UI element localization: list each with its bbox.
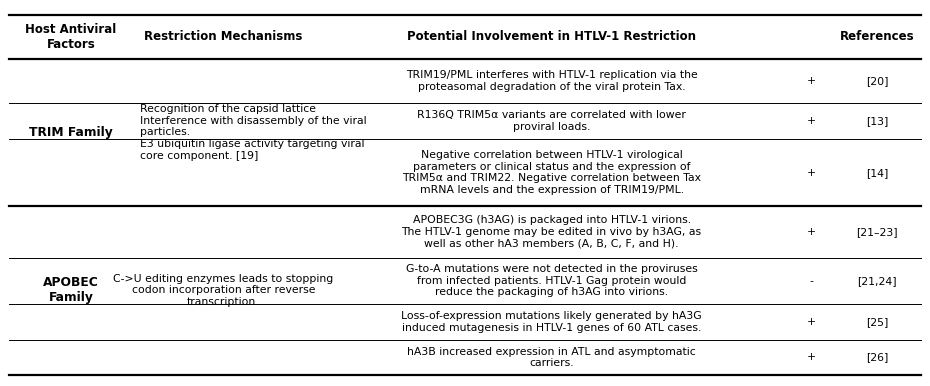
Text: TRIM19/PML interferes with HTLV-1 replication via the
proteasomal degradation of: TRIM19/PML interferes with HTLV-1 replic… xyxy=(405,70,698,91)
Text: +: + xyxy=(806,227,816,237)
Text: [21–23]: [21–23] xyxy=(857,227,898,237)
Text: +: + xyxy=(806,168,816,178)
Text: Negative correlation between HTLV-1 virological
parameters or clinical status an: Negative correlation between HTLV-1 viro… xyxy=(402,150,701,195)
Text: Loss-of-expression mutations likely generated by hA3G
induced mutagenesis in HTL: Loss-of-expression mutations likely gene… xyxy=(401,311,702,333)
Text: hA3B increased expression in ATL and asymptomatic
carriers.: hA3B increased expression in ATL and asy… xyxy=(407,347,696,368)
Text: R136Q TRIM5α variants are correlated with lower
proviral loads.: R136Q TRIM5α variants are correlated wit… xyxy=(418,110,686,132)
Text: References: References xyxy=(840,30,915,44)
Text: [20]: [20] xyxy=(866,76,889,86)
Text: [13]: [13] xyxy=(866,116,888,126)
Text: -: - xyxy=(809,276,813,286)
Text: +: + xyxy=(806,76,816,86)
Text: [21,24]: [21,24] xyxy=(857,276,897,286)
Text: C->U editing enzymes leads to stopping
codon incorporation after reverse
transcr: C->U editing enzymes leads to stopping c… xyxy=(113,274,334,307)
Text: TRIM Family: TRIM Family xyxy=(29,126,113,139)
Text: [14]: [14] xyxy=(866,168,888,178)
Text: APOBEC
Family: APOBEC Family xyxy=(43,276,99,304)
Text: Host Antiviral
Factors: Host Antiviral Factors xyxy=(25,23,116,51)
Text: Recognition of the capsid lattice
Interference with disassembly of the viral
par: Recognition of the capsid lattice Interf… xyxy=(140,104,366,161)
Text: [25]: [25] xyxy=(866,317,888,327)
Text: +: + xyxy=(806,352,816,362)
Text: +: + xyxy=(806,116,816,126)
Text: G-to-A mutations were not detected in the proviruses
from infected patients. HTL: G-to-A mutations were not detected in th… xyxy=(405,264,698,297)
Text: Potential Involvement in HTLV-1 Restriction: Potential Involvement in HTLV-1 Restrict… xyxy=(407,30,696,44)
Text: [26]: [26] xyxy=(866,352,888,362)
Text: +: + xyxy=(806,317,816,327)
Text: Restriction Mechanisms: Restriction Mechanisms xyxy=(144,30,302,44)
Text: APOBEC3G (h3AG) is packaged into HTLV-1 virions.
The HTLV-1 genome may be edited: APOBEC3G (h3AG) is packaged into HTLV-1 … xyxy=(402,215,701,249)
